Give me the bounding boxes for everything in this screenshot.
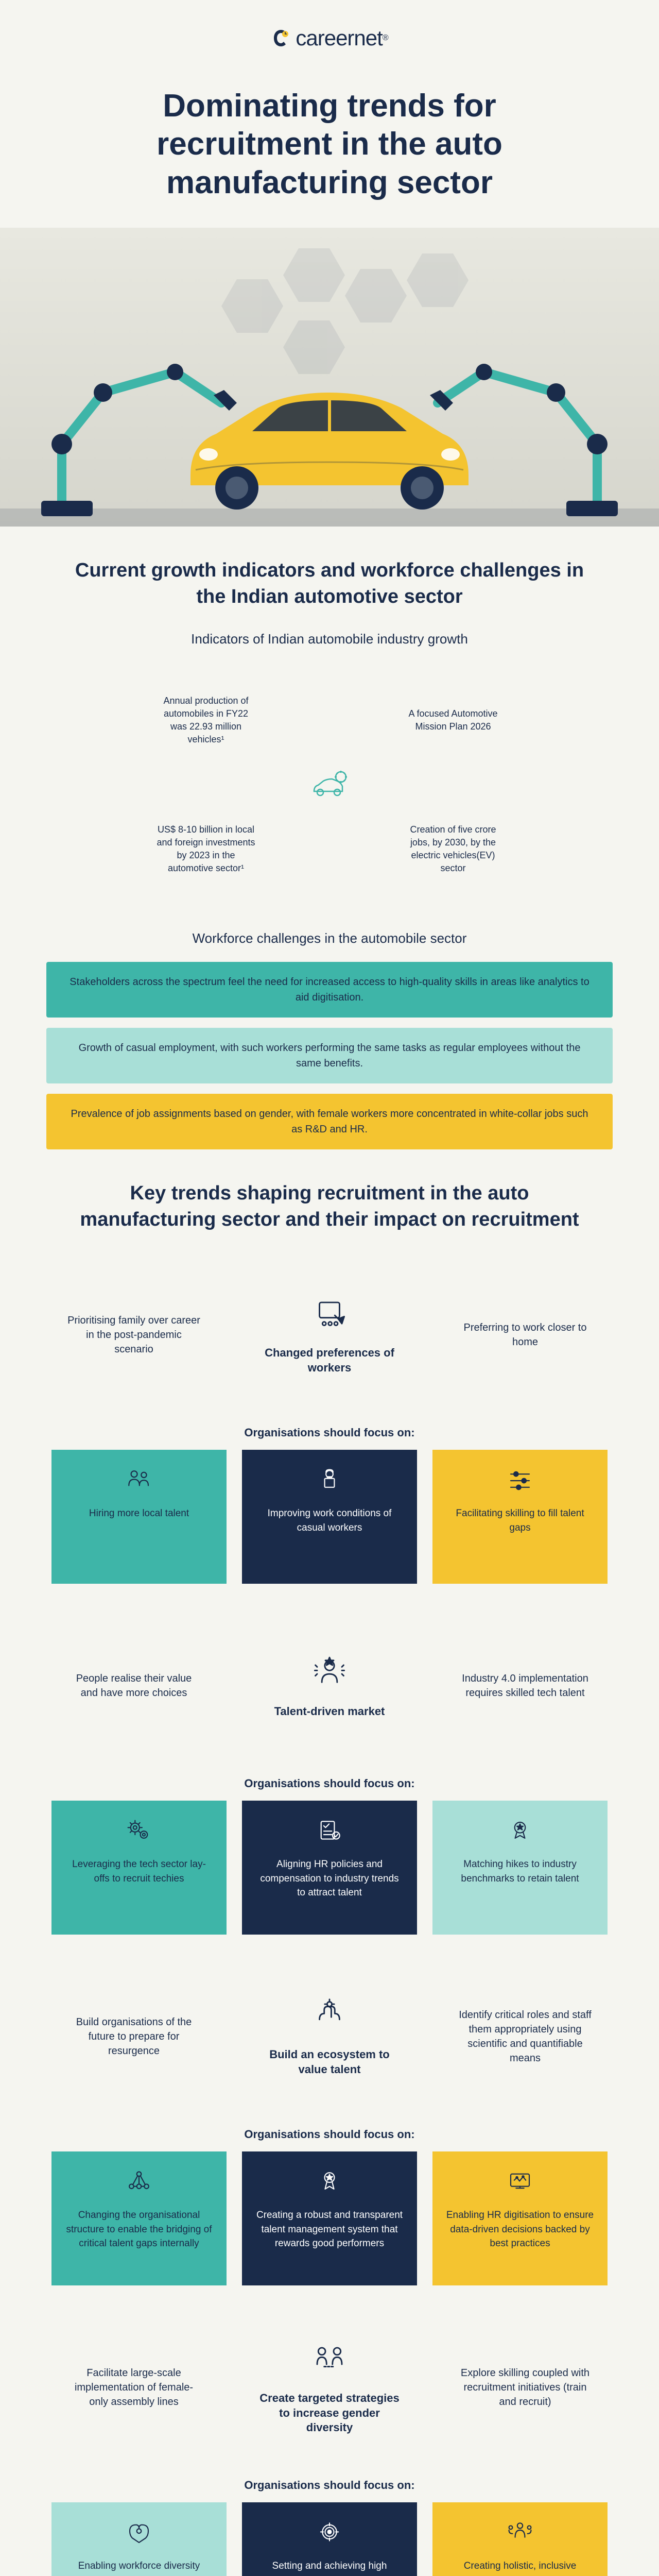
trend-center: Create targeted strategies to increase g… [237,2311,422,2463]
header: careernet® [0,0,659,66]
hero-illustration [0,228,659,527]
focus-card: Aligning HR policies and compensation to… [242,1801,417,1935]
focus-card-text: Aligning HR policies and compensation to… [255,1857,404,1900]
trend-hex-right: Industry 4.0 implementation requires ski… [438,1609,613,1761]
people-icon [124,1465,154,1496]
indicator-hex: Annual production of automobiles in FY22… [139,663,273,778]
indicators-title: Indicators of Indian automobile industry… [0,631,659,647]
focus-row: Changing the organisational structure to… [46,2151,613,2285]
section1-title: Current growth indicators and workforce … [72,557,587,611]
checklist-icon [314,1816,345,1847]
trend-center: Build an ecosystem to value talent [237,1960,422,2112]
trend-center-label: Create targeted strategies to increase g… [257,2391,402,2435]
trend-center-label: Build an ecosystem to value talent [257,2047,402,2077]
support-icon [124,2518,154,2549]
trend-center-label: Changed preferences of workers [257,1346,402,1375]
indicator-hex: A focused Automotive Mission Plan 2026 [386,663,520,778]
trend-block: Build organisations of the future to pre… [46,1960,613,2285]
focus-card: Creating a robust and transparent talent… [242,2151,417,2285]
focus-card-text: Setting and achieving high workforce div… [255,2559,404,2576]
digital-icon [505,2167,535,2198]
trend-hex-left: Prioritising family over career in the p… [46,1259,221,1411]
diversity-icon [309,2340,350,2381]
trend-block: People realise their value and have more… [46,1609,613,1935]
focus-card: Enabling HR digitisation to ensure data-… [432,2151,608,2285]
focus-row: Hiring more local talent Improving work c… [46,1450,613,1584]
trend-hex-right: Preferring to work closer to home [438,1259,613,1411]
section2-title: Key trends shaping recruitment in the au… [72,1180,587,1233]
trend-hex-left: Facilitate large-scale implementation of… [46,2311,221,2463]
slider-icon [505,1465,535,1496]
focus-card-text: Creating holistic, inclusive workspaces … [445,2559,595,2576]
logo-icon [271,28,291,48]
challenge-band: Growth of casual employment, with such w… [46,1028,613,1083]
trend-hex-left: People realise their value and have more… [46,1609,221,1761]
focus-row: Leveraging the tech sector lay-offs to r… [46,1801,613,1935]
focus-card: Changing the organisational structure to… [51,2151,227,2285]
brand-logo: careernet® [271,26,388,50]
focus-card: Leveraging the tech sector lay-offs to r… [51,1801,227,1935]
focus-card-text: Matching hikes to industry benchmarks to… [445,1857,595,1886]
inclusive-icon [505,2518,535,2549]
trend-center-label: Talent-driven market [274,1704,385,1719]
trend-center: Talent-driven market [237,1609,422,1761]
focus-card-text: Creating a robust and transparent talent… [255,2208,404,2251]
focus-card-text: Enabling workforce diversity through sup… [64,2559,214,2576]
trend-hex-left: Build organisations of the future to pre… [46,1960,221,2112]
brand-name: careernet [296,26,382,50]
focus-row: Enabling workforce diversity through sup… [46,2502,613,2576]
focus-card-text: Facilitating skilling to fill talent gap… [445,1506,595,1535]
focus-card: Enabling workforce diversity through sup… [51,2502,227,2576]
award-icon [314,2167,345,2198]
focus-label: Organisations should focus on: [46,1777,613,1790]
focus-card: Facilitating skilling to fill talent gap… [432,1450,608,1584]
worker-icon [314,1465,345,1496]
focus-label: Organisations should focus on: [46,2128,613,2141]
focus-card-text: Changing the organisational structure to… [64,2208,214,2251]
focus-label: Organisations should focus on: [46,1426,613,1439]
indicators-hex-grid: Annual production of automobiles in FY22… [98,663,561,910]
badge-icon [505,1816,535,1847]
trend-hex-right: Identify critical roles and staff them a… [438,1960,613,2112]
focus-card: Setting and achieving high workforce div… [242,2502,417,2576]
network-icon [124,2167,154,2198]
star-person-icon [309,1653,350,1694]
focus-card-text: Improving work conditions of casual work… [255,1506,404,1535]
hands-icon [309,1996,350,2037]
challenges-title: Workforce challenges in the automobile s… [0,930,659,946]
car-gear-icon [309,766,350,807]
focus-label: Organisations should focus on: [46,2479,613,2492]
registered-mark: ® [383,33,388,43]
cursor-icon [309,1294,350,1335]
focus-card: Matching hikes to industry benchmarks to… [432,1801,608,1935]
page-title: Dominating trends for recruitment in the… [98,87,561,202]
indicator-hex: Creation of five crore jobs, by 2030, by… [386,791,520,907]
challenge-band: Stakeholders across the spectrum feel th… [46,962,613,1018]
focus-card: Hiring more local talent [51,1450,227,1584]
focus-card: Improving work conditions of casual work… [242,1450,417,1584]
focus-card-text: Hiring more local talent [89,1506,189,1521]
focus-card-text: Leveraging the tech sector lay-offs to r… [64,1857,214,1886]
focus-card-text: Enabling HR digitisation to ensure data-… [445,2208,595,2251]
indicator-center-icon [288,750,371,822]
trend-center: Changed preferences of workers [237,1259,422,1411]
trend-block: Facilitate large-scale implementation of… [46,2311,613,2576]
trend-hex-right: Explore skilling coupled with recruitmen… [438,2311,613,2463]
target-icon [314,2518,345,2549]
indicator-hex: US$ 8-10 billion in local and foreign in… [139,791,273,907]
trend-block: Prioritising family over career in the p… [46,1259,613,1584]
focus-card: Creating holistic, inclusive workspaces … [432,2502,608,2576]
gears-icon [124,1816,154,1847]
challenge-band: Prevalence of job assignments based on g… [46,1094,613,1149]
